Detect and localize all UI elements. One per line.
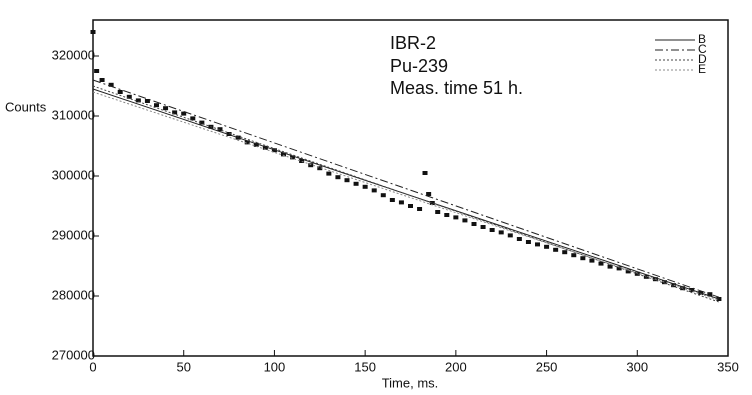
data-point	[154, 103, 159, 108]
y-tick-label: 310000	[52, 107, 95, 122]
data-point	[308, 163, 314, 168]
data-point	[226, 132, 232, 136]
data-point	[326, 171, 332, 176]
data-point	[634, 271, 640, 276]
data-point	[544, 244, 550, 249]
annotation: Pu-239	[390, 56, 448, 76]
y-tick-label: 280000	[52, 287, 95, 302]
data-point	[290, 155, 296, 160]
data-point	[335, 175, 341, 180]
data-point	[507, 233, 513, 238]
x-tick-label: 150	[354, 359, 376, 374]
data-point	[662, 280, 667, 285]
data-point	[616, 266, 622, 271]
data-point	[108, 82, 114, 87]
data-point	[471, 222, 477, 226]
x-tick-label: 350	[717, 359, 739, 374]
data-point	[99, 78, 105, 82]
data-point	[217, 127, 223, 132]
data-point	[244, 140, 250, 145]
y-tick-label: 320000	[52, 47, 95, 62]
y-axis-label: Counts	[5, 99, 47, 114]
x-tick-label: 200	[445, 359, 467, 374]
data-point	[671, 283, 677, 288]
data-point	[389, 198, 395, 202]
x-tick-label: 0	[89, 359, 96, 374]
data-point	[380, 193, 386, 198]
data-point	[199, 120, 205, 125]
data-point	[625, 269, 631, 274]
data-point	[262, 145, 268, 150]
data-point	[562, 250, 568, 255]
data-point	[417, 207, 423, 211]
legend-label: B	[698, 32, 706, 46]
data-point	[94, 69, 100, 73]
data-point	[163, 106, 169, 111]
data-point	[489, 228, 495, 232]
x-tick-label: 250	[536, 359, 558, 374]
data-point	[589, 258, 595, 263]
data-point	[480, 225, 486, 229]
data-point	[181, 111, 187, 116]
data-point	[344, 178, 350, 183]
data-point	[426, 192, 432, 196]
data-point	[172, 110, 178, 115]
data-point	[535, 242, 540, 247]
legend-label: D	[698, 52, 707, 66]
x-tick-label: 50	[176, 359, 190, 374]
data-point	[422, 171, 428, 175]
legend-label: C	[698, 42, 707, 56]
y-tick-label: 270000	[52, 347, 95, 362]
legend-label: E	[698, 62, 706, 76]
x-axis-label: Time, ms.	[382, 375, 439, 390]
data-point	[453, 215, 459, 220]
data-point	[444, 213, 450, 217]
y-tick-label: 300000	[52, 167, 95, 182]
data-point	[462, 218, 468, 223]
fit-line	[92, 88, 720, 300]
fit-line	[92, 91, 720, 301]
data-point	[117, 90, 123, 94]
data-point	[371, 188, 377, 193]
data-point	[408, 204, 413, 208]
y-tick-label: 290000	[52, 227, 95, 242]
data-point	[516, 237, 522, 241]
data-point	[435, 210, 441, 214]
data-point	[362, 184, 368, 189]
data-point	[580, 256, 586, 261]
fit-line	[92, 79, 720, 298]
data-point	[598, 261, 604, 266]
data-point	[281, 152, 286, 157]
data-point	[353, 181, 359, 186]
plot-frame	[92, 19, 729, 357]
data-point	[299, 159, 305, 163]
annotation: IBR-2	[390, 33, 436, 53]
data-point	[190, 116, 196, 121]
data-point	[126, 94, 132, 99]
data-point	[398, 200, 404, 205]
data-point	[90, 30, 96, 34]
data-point	[253, 142, 259, 147]
data-point	[498, 230, 504, 235]
data-point	[553, 247, 559, 252]
data-point	[525, 240, 531, 244]
annotation: Meas. time 51 h.	[390, 78, 523, 98]
data-point	[571, 253, 577, 258]
x-tick-label: 100	[264, 359, 286, 374]
data-point	[607, 264, 613, 269]
data-point	[144, 99, 150, 103]
x-tick-label: 300	[626, 359, 648, 374]
data-point	[317, 166, 323, 171]
data-point	[135, 98, 141, 103]
